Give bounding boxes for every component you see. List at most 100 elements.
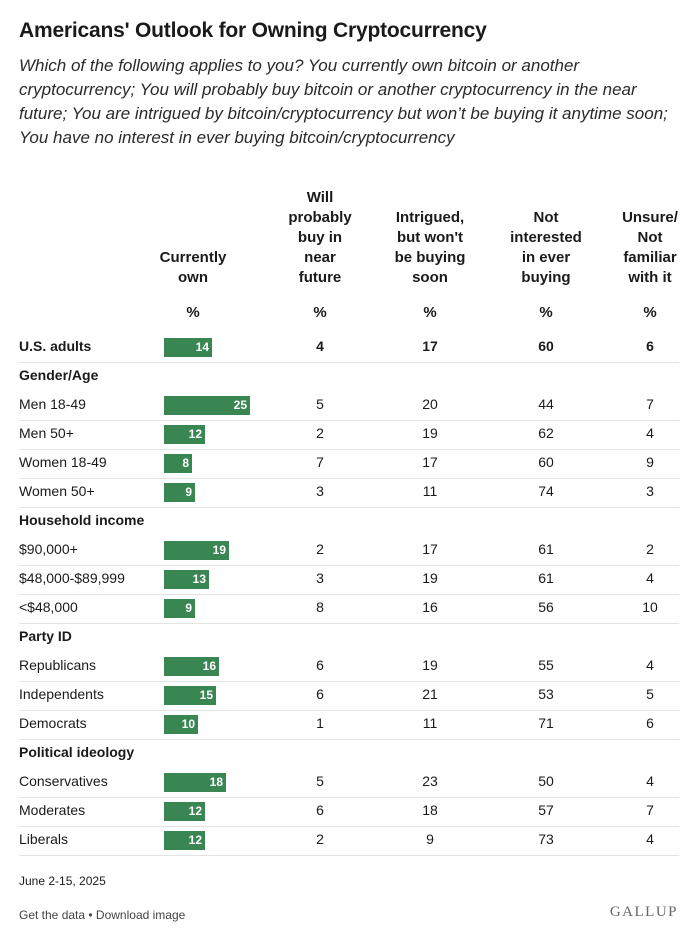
bar-currently-own: 15 bbox=[164, 686, 216, 705]
group-label: Gender/Age bbox=[19, 367, 99, 383]
value-cell: 55 bbox=[538, 657, 554, 673]
column-header-line: own bbox=[178, 269, 208, 286]
group-header-row: Political ideology bbox=[19, 739, 679, 768]
bar-value-label: 12 bbox=[188, 427, 202, 441]
value-cell: 44 bbox=[538, 396, 554, 412]
value-cell: 8 bbox=[316, 599, 324, 615]
value-cell: 74 bbox=[538, 483, 554, 499]
column-unit: % bbox=[539, 304, 553, 321]
table-row: Women 50+ 9 3 11 74 3 bbox=[19, 478, 679, 508]
column-header-line: buy in bbox=[297, 229, 343, 246]
column-header-line: soon bbox=[412, 269, 448, 286]
bar-value-label: 10 bbox=[181, 717, 195, 731]
value-cell: 5 bbox=[316, 773, 324, 789]
row-label: U.S. adults bbox=[19, 338, 92, 354]
value-cell: 73 bbox=[538, 831, 554, 847]
table-row: Republicans 16 6 19 55 4 bbox=[19, 652, 679, 682]
row-label: Men 18-49 bbox=[19, 396, 86, 412]
group-header-row: Gender/Age bbox=[19, 362, 679, 391]
column-header-line: Unsure/ bbox=[622, 209, 678, 226]
value-cell: 19 bbox=[422, 425, 438, 441]
bar-value-label: 25 bbox=[233, 398, 247, 412]
row-label: Democrats bbox=[19, 715, 87, 731]
column-header-line: in ever bbox=[521, 249, 571, 266]
group-label: Household income bbox=[19, 512, 145, 528]
bar-currently-own: 16 bbox=[164, 657, 219, 676]
column-unit: % bbox=[643, 304, 657, 321]
table-row: Conservatives 18 5 23 50 4 bbox=[19, 768, 679, 798]
bar-currently-own: 10 bbox=[164, 715, 198, 734]
column-header: Currently own bbox=[148, 180, 238, 288]
table-row: $90,000+ 19 2 17 61 2 bbox=[19, 536, 679, 566]
survey-date: June 2-15, 2025 bbox=[19, 874, 106, 888]
download-image-link[interactable]: Download image bbox=[95, 908, 186, 922]
bar-currently-own: 9 bbox=[164, 483, 195, 502]
column-header-line: familiar bbox=[623, 249, 677, 266]
table-row: Moderates 12 6 18 57 7 bbox=[19, 797, 679, 827]
value-cell: 20 bbox=[422, 396, 438, 412]
value-cell: 56 bbox=[538, 599, 554, 615]
value-cell: 19 bbox=[422, 570, 438, 586]
bar-value-label: 8 bbox=[182, 456, 189, 470]
bar-value-label: 16 bbox=[202, 659, 216, 673]
value-cell: 2 bbox=[316, 831, 324, 847]
footer-separator: • bbox=[85, 908, 96, 922]
footer-links: Get the data • Download image bbox=[19, 908, 185, 922]
value-cell: 17 bbox=[422, 541, 438, 557]
column-header-line: buying bbox=[521, 269, 571, 286]
bar-currently-own: 12 bbox=[164, 425, 205, 444]
row-label: Liberals bbox=[19, 831, 69, 847]
column-header-line: Not bbox=[637, 229, 663, 246]
column-header: Unsure/Not familiar with it bbox=[610, 180, 690, 288]
value-cell: 6 bbox=[316, 657, 324, 673]
value-cell: 17 bbox=[422, 338, 438, 354]
value-cell: 10 bbox=[642, 599, 658, 615]
value-cell: 3 bbox=[646, 483, 654, 499]
group-header-row: Household income bbox=[19, 507, 679, 536]
column-header-line: with it bbox=[628, 269, 672, 286]
value-cell: 5 bbox=[316, 396, 324, 412]
row-label: <$48,000 bbox=[19, 599, 78, 615]
value-cell: 7 bbox=[316, 454, 324, 470]
value-cell: 57 bbox=[538, 802, 554, 818]
value-cell: 60 bbox=[538, 454, 554, 470]
column-header-line: near bbox=[304, 249, 336, 266]
value-cell: 2 bbox=[646, 541, 654, 557]
row-label: Independents bbox=[19, 686, 104, 702]
row-label: Republicans bbox=[19, 657, 97, 673]
value-cell: 16 bbox=[422, 599, 438, 615]
chart-subtitle: Which of the following applies to you? Y… bbox=[19, 56, 668, 147]
row-label: $90,000+ bbox=[19, 541, 78, 557]
column-unit: % bbox=[313, 304, 327, 321]
bar-value-label: 12 bbox=[188, 833, 202, 847]
column-header: Will probably buy in near future bbox=[280, 180, 360, 288]
bar-currently-own: 9 bbox=[164, 599, 195, 618]
table-row: U.S. adults 14 4 17 60 6 bbox=[19, 333, 679, 363]
column-unit: % bbox=[423, 304, 437, 321]
get-data-link[interactable]: Get the data bbox=[19, 908, 86, 922]
row-label: Conservatives bbox=[19, 773, 108, 789]
table-row: Men 50+ 12 2 19 62 4 bbox=[19, 420, 679, 450]
bar-currently-own: 25 bbox=[164, 396, 250, 415]
group-header-row: Party ID bbox=[19, 623, 679, 652]
row-label: $48,000-$89,999 bbox=[19, 570, 125, 586]
column-header-line: Intrigued, bbox=[395, 209, 465, 226]
value-cell: 2 bbox=[316, 425, 324, 441]
value-cell: 6 bbox=[316, 686, 324, 702]
row-label: Women 50+ bbox=[19, 483, 95, 499]
bar-value-label: 18 bbox=[209, 775, 223, 789]
value-cell: 50 bbox=[538, 773, 554, 789]
value-cell: 2 bbox=[316, 541, 324, 557]
value-cell: 23 bbox=[422, 773, 438, 789]
column-header-line: probably bbox=[288, 209, 352, 226]
bar-value-label: 13 bbox=[192, 572, 206, 586]
table-row: Women 18-49 8 7 17 60 9 bbox=[19, 449, 679, 479]
value-cell: 11 bbox=[422, 483, 438, 499]
column-header-line: be buying bbox=[394, 249, 466, 266]
value-cell: 7 bbox=[646, 396, 654, 412]
column-header-line: future bbox=[298, 269, 342, 286]
group-label: Party ID bbox=[19, 628, 72, 644]
value-cell: 3 bbox=[316, 570, 324, 586]
table-row: Independents 15 6 21 53 5 bbox=[19, 681, 679, 711]
bar-currently-own: 13 bbox=[164, 570, 209, 589]
